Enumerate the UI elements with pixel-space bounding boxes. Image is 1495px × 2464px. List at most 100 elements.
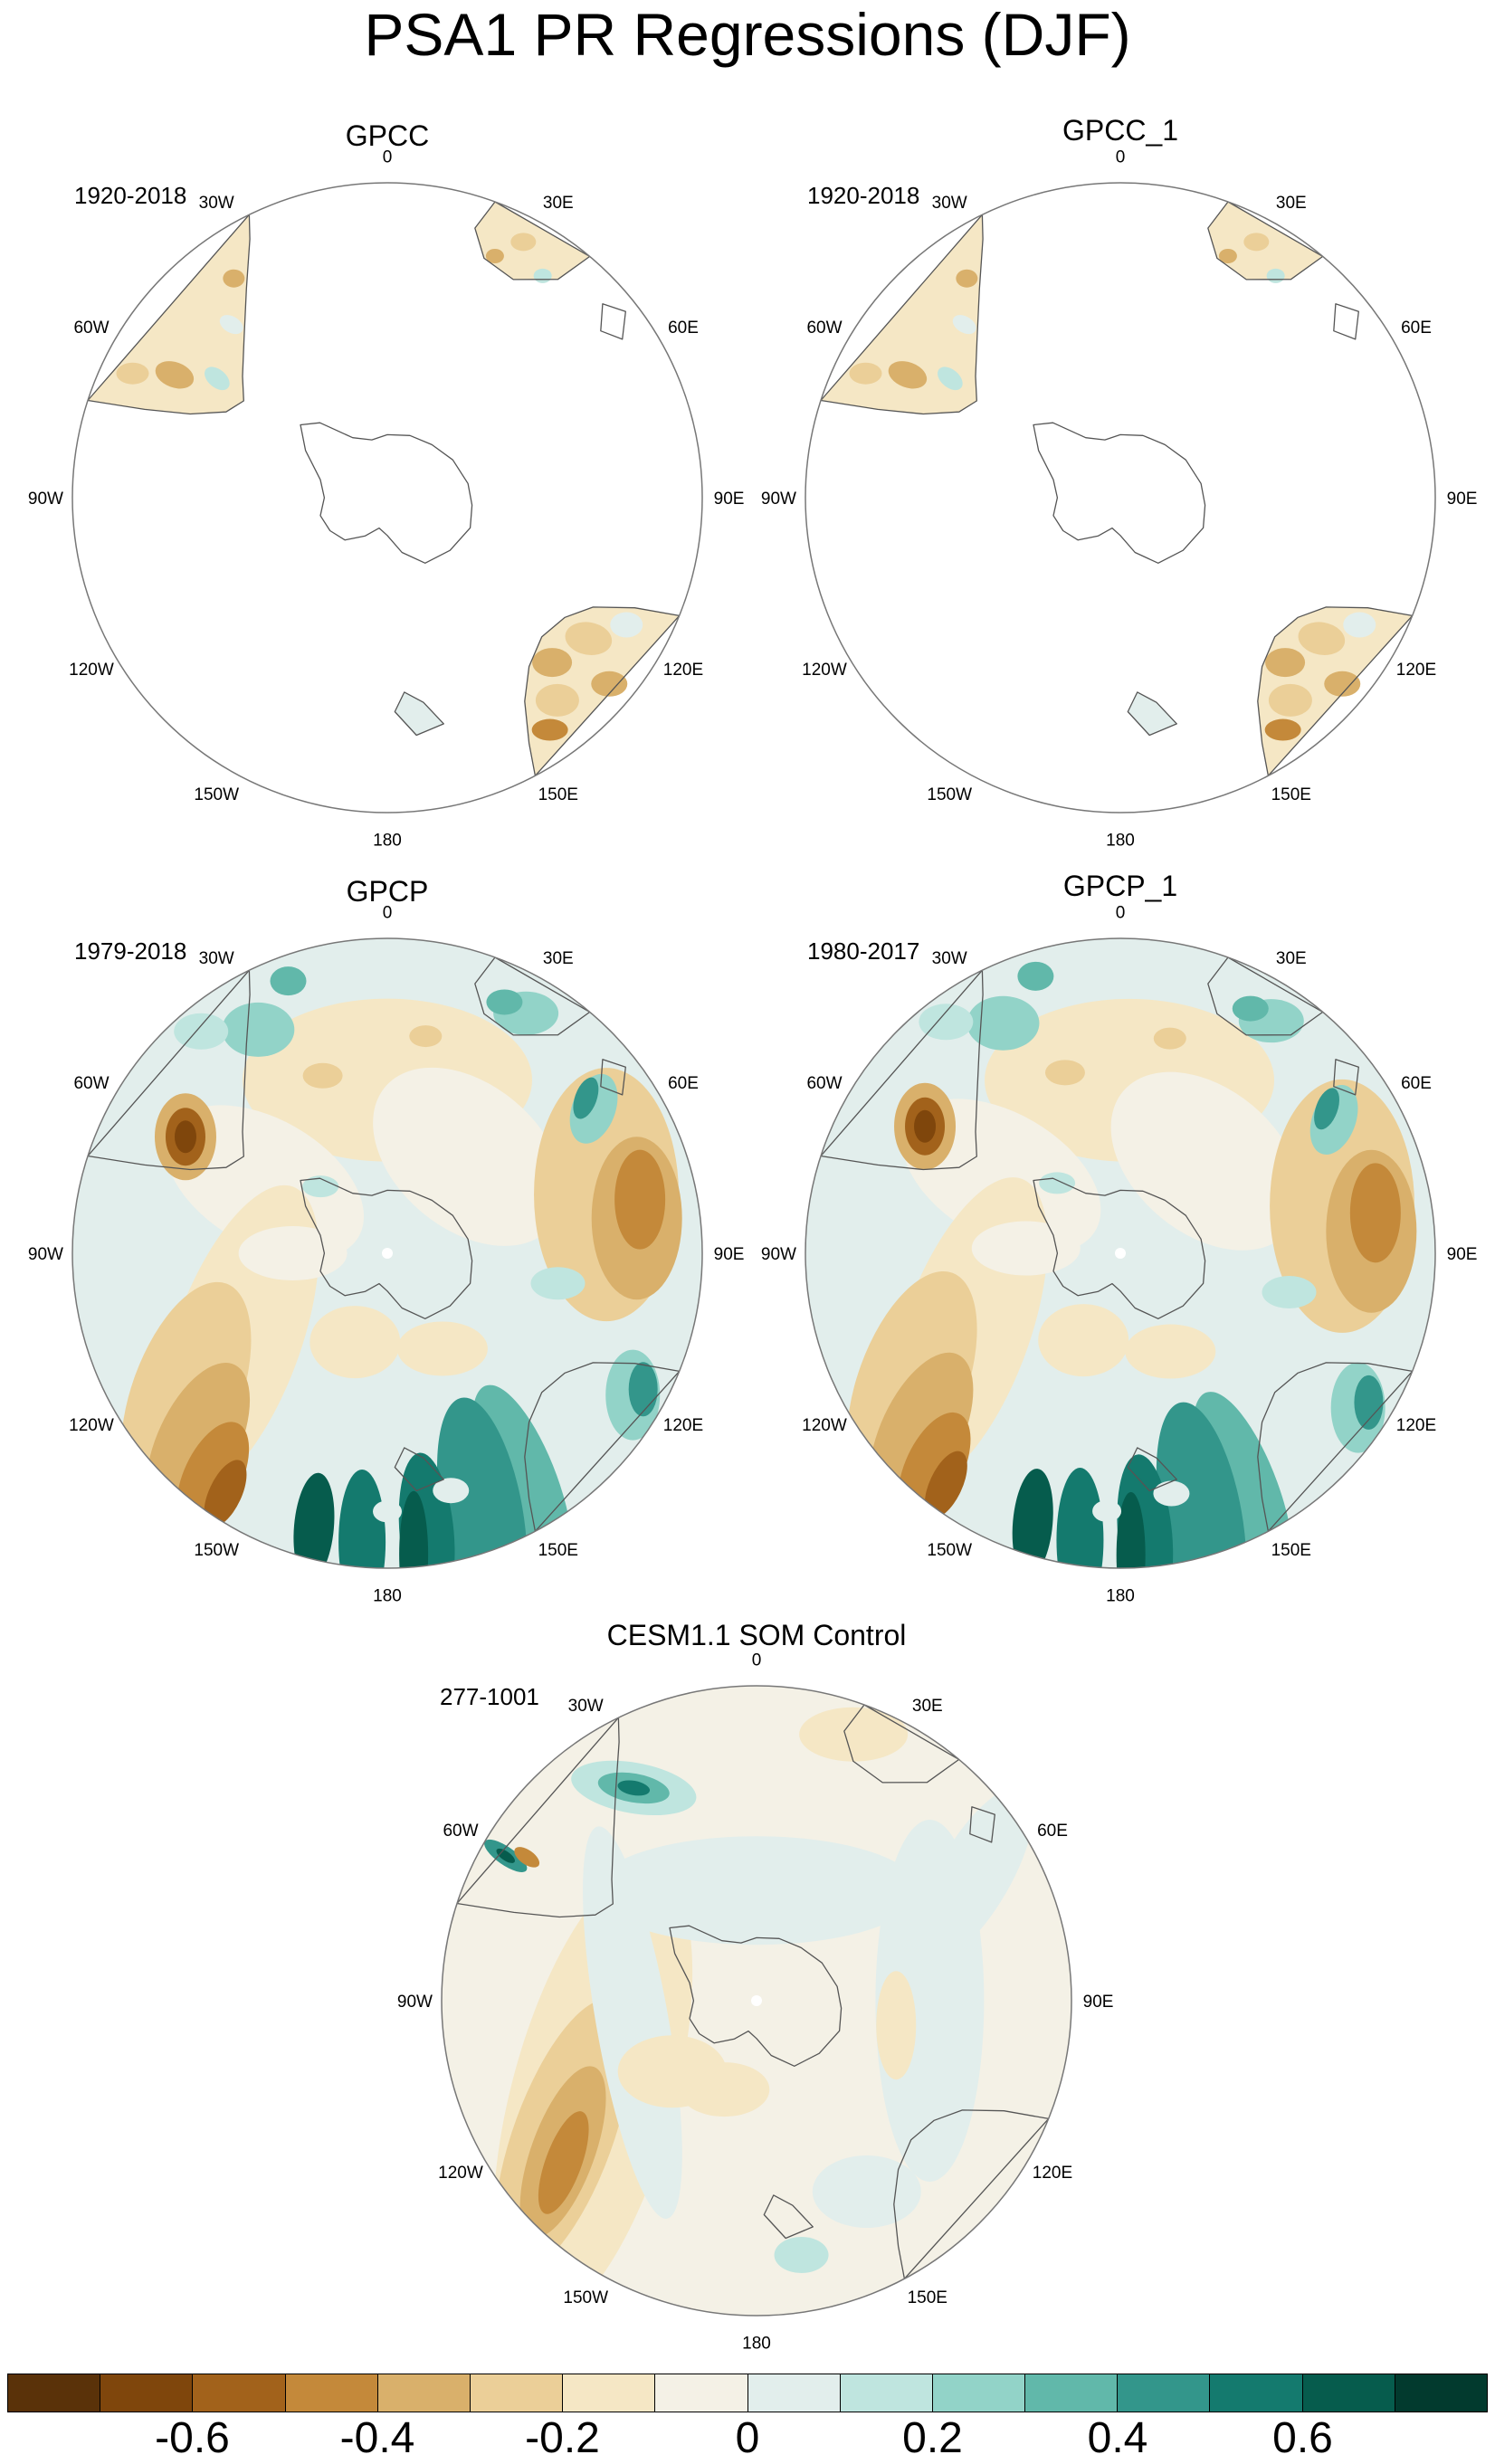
longitude-label: 0 [383,903,393,922]
anomaly-patch [174,1013,229,1050]
longitude-labels: 0 30E 60E 90E 120E 150E 180 150W 120W 90W 60W 30W [761,147,1478,850]
anomaly-patch [1110,1071,1302,1251]
anomaly-patch [1153,1480,1190,1507]
coastline-australia [1257,1362,1414,1532]
land-field-nzealand [395,691,444,736]
land-anomaly-patch [485,248,504,263]
longitude-label: 60W [443,1822,478,1841]
anomaly-patch [1039,1172,1076,1194]
land-anomaly-patch [533,268,552,283]
coastline-antarctica [300,422,473,564]
colorbar-label: 0 [735,2414,760,2462]
anomaly-patch [1314,1088,1339,1130]
coastline [820,956,1414,1532]
longitude-label: 30E [912,1697,943,1716]
longitude-label: 0 [1116,903,1126,922]
coastline-madagascar [969,1806,995,1843]
coastline-australia [524,1362,681,1532]
coastline-samerica [456,1717,620,1918]
coastline-madagascar [600,303,626,340]
anomaly-patch [1092,1499,1122,1522]
anomaly-patch [919,1004,974,1041]
colorbar-label: -0.6 [155,2414,230,2462]
coastline-australia [893,2109,1050,2279]
coastline-nzealand [1127,691,1177,737]
longitude-label: 30E [1276,194,1307,213]
longitude-label: 150W [927,1541,972,1560]
longitude-label: 30E [543,949,574,968]
panel-year-range: 1979-2018 [74,937,186,965]
land-anomaly-patch [591,671,628,697]
longitude-labels: 0 30E 60E 90E 120E 150E 180 150W 120W 90W 60W 30W [28,147,745,850]
anomaly-patch [373,1067,564,1246]
panel-title: GPCP_1 [1063,870,1177,902]
anomaly-patch [309,1306,401,1379]
land-anomaly-patch [219,315,243,335]
colorbar-label: 0.2 [902,2414,963,2462]
land-anomaly-patch [938,366,963,391]
longitude-label: 90E [1083,1993,1114,2012]
longitude-label: 150W [194,1541,239,1560]
anomaly-patch [514,1847,540,1868]
anomaly-patch [302,1062,343,1089]
land-anomaly-patch [1343,612,1376,638]
land-anomaly-patch [223,269,245,288]
anomaly-patch [270,966,307,996]
land-anomaly-patch [849,362,882,385]
anomaly-patch [338,1469,386,1568]
map-field [88,202,680,776]
colorbar-segment [193,2374,286,2412]
longitude-label: 90E [1447,490,1478,509]
longitude-label: 120W [802,661,847,680]
coastline-samerica [87,214,251,415]
anomaly-patch [967,995,1040,1051]
land-anomaly-patch [956,269,978,288]
colorbar-segment [8,2374,101,2412]
map-boundary [805,937,1436,1569]
longitude-label: 90E [714,1245,745,1264]
anomaly-patch [774,2237,829,2274]
land-anomaly-patch [1243,233,1270,252]
figure-title: PSA1 PR Regressions (DJF) [364,1,1131,68]
coastline-samerica [820,214,984,415]
longitude-label: 60E [668,1074,699,1093]
longitude-label: 90W [28,1245,63,1264]
longitude-label: 180 [1106,832,1135,851]
pole-hole [1115,1248,1126,1259]
anomaly-patch [1116,1491,1146,1568]
land-anomaly-patch [1218,248,1237,263]
map-boundary [71,937,703,1569]
colorbar [7,2374,1488,2412]
colorbar-segment [563,2374,656,2412]
longitude-label: 180 [373,832,402,851]
anomaly-patch [869,1352,974,1513]
longitude-label: 120E [663,1416,703,1435]
anomaly-patch [302,1175,339,1198]
longitude-label: 150W [563,2288,608,2307]
panel-year-range: 277-1001 [440,1683,539,1710]
colorbar-label: 0.4 [1087,2414,1148,2462]
land-anomaly-patch [565,622,613,655]
anomaly-patch [538,2111,589,2214]
anomaly-patch [174,1120,196,1154]
panel-year-range: 1920-2018 [74,182,186,209]
anomaly-patch [573,1077,599,1119]
coastline-antarctica [669,1925,843,2067]
anomaly-patch [1232,995,1269,1022]
colorbar-segment [470,2374,564,2412]
longitude-label: 0 [752,1651,762,1670]
coastline-madagascar [1333,303,1359,340]
map-field [821,202,1413,776]
longitude-label: 90E [1447,1245,1478,1264]
coastline-samerica [87,969,251,1171]
land-anomaly-patch [888,361,928,389]
coastline-nzealand [394,1447,444,1492]
longitude-label: 90W [28,490,63,509]
longitude-label: 90W [761,490,796,509]
coastline-australia [524,606,681,776]
longitude-label: 90W [761,1245,796,1264]
anomaly-patch [1153,1027,1186,1050]
panel-cesm-som-control: CESM1.1 SOM Control 277-1001 0 30E 60E 90E 1… [397,1619,1114,2354]
longitude-label: 150E [908,2288,947,2307]
longitude-label: 60W [73,1074,109,1093]
